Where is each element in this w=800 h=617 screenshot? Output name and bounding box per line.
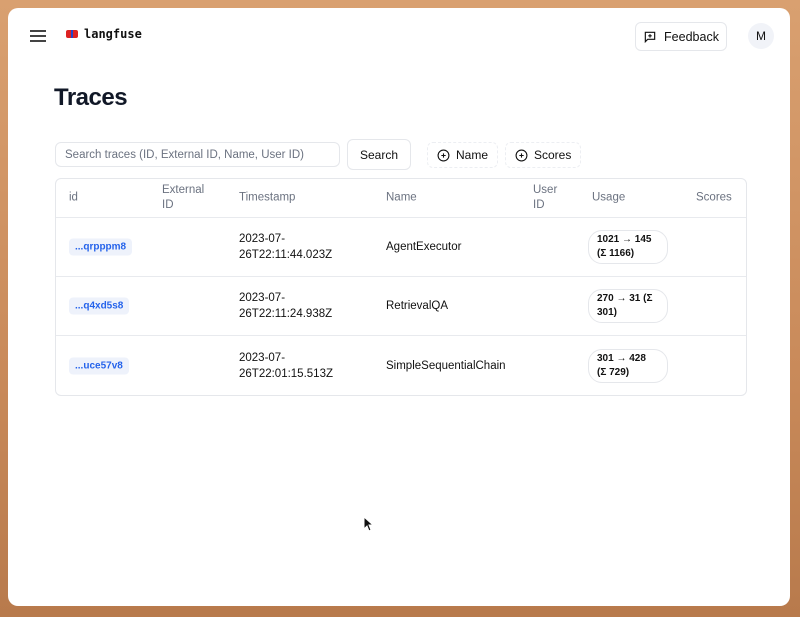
- timestamp-line: 26T22:01:15.513Z: [239, 367, 333, 380]
- usage-line: 270 → 31 (Σ: [597, 293, 653, 304]
- logo[interactable]: langfuse: [66, 27, 142, 41]
- table-row[interactable]: ...q4xd5s8 2023-07- 26T22:11:24.938Z Retr…: [56, 277, 746, 336]
- filter-scores-button[interactable]: Scores: [505, 142, 582, 168]
- id-cell: ...qrpppm8: [69, 238, 133, 256]
- id-cell: ...uce57v8: [69, 357, 129, 374]
- timestamp-line: 2023-07-: [239, 351, 286, 364]
- column-header-id[interactable]: id: [69, 191, 78, 204]
- column-header-user-id[interactable]: User ID: [533, 183, 557, 213]
- column-header-name[interactable]: Name: [386, 191, 417, 204]
- table-header: id External ID Timestamp Name User ID Usag…: [56, 179, 746, 218]
- usage-badge: 270 → 31 (Σ 301): [588, 289, 668, 323]
- name-cell: AgentExecutor: [386, 241, 462, 253]
- app-window: langfuse Feedback M Traces Search Name S…: [8, 8, 790, 606]
- filter-label: Name: [456, 148, 489, 162]
- filter-name-button[interactable]: Name: [427, 142, 499, 168]
- feedback-label: Feedback: [664, 29, 719, 44]
- page-title: Traces: [54, 84, 128, 111]
- search-input[interactable]: [55, 142, 340, 167]
- timestamp-line: 26T22:11:24.938Z: [239, 308, 333, 320]
- usage-line: 301): [597, 307, 618, 318]
- usage-line: (Σ 729): [597, 366, 630, 378]
- usage-cell: 1021 → 145 (Σ 1166): [588, 230, 668, 264]
- header-line: ID: [533, 199, 545, 211]
- usage-line: 301 → 428: [597, 352, 646, 364]
- usage-cell: 301 → 428 (Σ 729): [588, 348, 668, 383]
- logo-text: langfuse: [84, 27, 142, 41]
- timestamp-line: 26T22:11:44.023Z: [239, 249, 333, 261]
- column-header-external-id[interactable]: External ID: [162, 183, 204, 213]
- menu-icon[interactable]: [30, 30, 46, 42]
- header-line: External: [162, 184, 205, 196]
- usage-badge: 1021 → 145 (Σ 1166): [588, 230, 668, 264]
- mouse-cursor-icon: [363, 516, 375, 532]
- usage-line: (Σ 1166): [597, 248, 635, 259]
- langfuse-logo-icon: [66, 30, 78, 38]
- timestamp-line: 2023-07-: [239, 233, 286, 245]
- usage-line: 1021 → 145: [597, 234, 652, 245]
- table-row[interactable]: ...uce57v8 2023-07- 26T22:01:15.513Z Simp…: [56, 336, 746, 395]
- plus-circle-icon: [515, 149, 528, 161]
- search-button[interactable]: Search: [347, 139, 411, 170]
- avatar[interactable]: M: [748, 23, 774, 49]
- header-line: User: [533, 184, 558, 196]
- timestamp-cell: 2023-07- 26T22:01:15.513Z: [239, 350, 333, 382]
- trace-id-link[interactable]: ...qrpppm8: [69, 238, 133, 256]
- timestamp-line: 2023-07-: [239, 292, 286, 304]
- usage-badge: 301 → 428 (Σ 729): [588, 348, 668, 383]
- usage-cell: 270 → 31 (Σ 301): [588, 289, 668, 323]
- traces-table: id External ID Timestamp Name User ID Usag…: [55, 178, 747, 396]
- message-plus-icon: [644, 31, 656, 43]
- column-header-scores[interactable]: Scores: [696, 191, 732, 204]
- trace-id-link[interactable]: ...q4xd5s8: [69, 297, 130, 315]
- name-cell: RetrievalQA: [386, 300, 448, 312]
- filter-label: Scores: [534, 148, 572, 162]
- column-header-timestamp[interactable]: Timestamp: [239, 191, 296, 204]
- header-line: ID: [162, 199, 174, 211]
- id-cell: ...q4xd5s8: [69, 297, 130, 315]
- feedback-button[interactable]: Feedback: [635, 22, 727, 51]
- timestamp-cell: 2023-07- 26T22:11:44.023Z: [239, 231, 332, 263]
- timestamp-cell: 2023-07- 26T22:11:24.938Z: [239, 290, 332, 322]
- name-cell: SimpleSequentialChain: [386, 359, 506, 372]
- plus-circle-icon: [437, 149, 450, 161]
- trace-id-link[interactable]: ...uce57v8: [69, 357, 129, 374]
- table-row[interactable]: ...qrpppm8 2023-07- 26T22:11:44.023Z Agen…: [56, 218, 746, 277]
- column-header-usage[interactable]: Usage: [592, 191, 626, 204]
